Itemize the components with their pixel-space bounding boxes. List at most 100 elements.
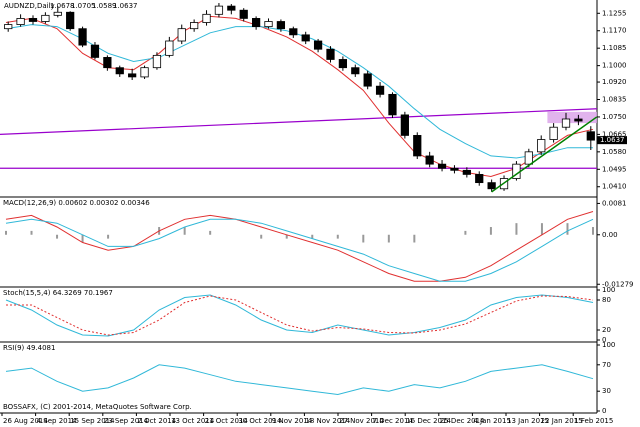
candle-body xyxy=(115,67,124,75)
panel-label: Stoch(15,5,4) 64.3269 70.1967 xyxy=(3,289,113,297)
candle-body xyxy=(128,73,137,78)
candle-body xyxy=(437,163,447,169)
candle-body xyxy=(338,59,348,69)
candle-body xyxy=(78,28,87,46)
y-tick-label: 1.0580 xyxy=(602,148,627,156)
candle-body xyxy=(264,21,273,28)
header-value: 1.0705 xyxy=(71,2,96,10)
candle-body xyxy=(140,67,149,78)
candle-body xyxy=(28,18,38,22)
candle-body xyxy=(227,5,236,11)
panel-label: RSI(9) 49.4081 xyxy=(3,344,55,352)
y-tick-label: 1.1085 xyxy=(602,44,627,52)
candle-body xyxy=(388,93,397,116)
x-tick-label: 18 Nov 2014 xyxy=(305,417,350,425)
y-tick-label: 80 xyxy=(602,296,611,304)
candle-body xyxy=(103,57,112,69)
y-tick-label: 1.0835 xyxy=(602,96,627,104)
header-value: 1.0678 xyxy=(50,2,75,10)
y-tick-label: 1.0920 xyxy=(602,78,627,86)
y-tick-label: 1.0665 xyxy=(602,130,627,138)
y-tick-label: 20 xyxy=(602,326,611,334)
candle-body xyxy=(66,11,75,30)
stoch-main xyxy=(5,294,594,337)
y-tick-label: 0 xyxy=(602,407,606,415)
stoch-signal xyxy=(6,295,594,336)
y-tick-label: 0.00 xyxy=(602,231,618,239)
x-tick-label: 2 Oct 2014 xyxy=(137,417,176,425)
y-tick-label: 1.0750 xyxy=(602,113,627,121)
chart-title: AUDNZD,Daily xyxy=(4,2,55,10)
candle-body xyxy=(400,114,409,136)
y-tick-label: 1.1255 xyxy=(602,9,627,17)
y-tick-label: 0.0081 xyxy=(602,199,627,207)
candle-body xyxy=(251,18,261,28)
x-tick-label: 27 Nov 2014 xyxy=(339,417,384,425)
price-label: 1.0637 xyxy=(600,136,625,144)
candle-body xyxy=(425,155,434,165)
x-tick-label: 4 Sep 2014 xyxy=(37,417,77,425)
candle-body xyxy=(487,182,496,190)
y-tick-label: 100 xyxy=(602,286,615,294)
macd-signal xyxy=(5,218,594,282)
price-box xyxy=(597,136,627,145)
x-tick-label: 15 Sep 2014 xyxy=(70,417,115,425)
x-tick-label: 1 Feb 2015 xyxy=(574,417,613,425)
trend-line xyxy=(491,116,598,193)
panel-label: MACD(12,26,9) 0.00602 0.00302 0.00346 xyxy=(3,199,150,207)
candle-body xyxy=(574,118,583,122)
macd-main xyxy=(5,211,594,282)
x-tick-label: 23 Sep 2014 xyxy=(104,417,149,425)
candle-body xyxy=(90,44,100,58)
rsi-line xyxy=(5,364,594,396)
x-tick-label: 13 Jan 2015 xyxy=(507,417,549,425)
y-tick-label: 30 xyxy=(602,387,611,395)
candle-body xyxy=(524,151,533,165)
candle-body xyxy=(177,28,186,42)
candle-body xyxy=(301,34,310,42)
candle-body xyxy=(351,67,360,75)
y-tick-label: 1.0495 xyxy=(602,165,627,173)
x-tick-label: 26 Aug 2014 xyxy=(3,417,48,425)
candle-body xyxy=(413,135,422,157)
x-tick-label: 9 Nov 2014 xyxy=(272,417,313,425)
candle-body xyxy=(239,9,248,19)
x-tick-label: 30 Oct 2014 xyxy=(238,417,282,425)
candle-body xyxy=(375,85,385,95)
candle-body xyxy=(586,131,595,141)
candle-body xyxy=(450,167,459,171)
candle-body xyxy=(475,174,484,184)
footer: BOSSAFX, (C) 2001-2014, MetaQuotes Softw… xyxy=(3,403,192,411)
candle-body xyxy=(326,48,335,60)
x-tick-label: 25 Dec 2014 xyxy=(440,417,485,425)
candle-body xyxy=(53,11,62,16)
x-tick-label: 13 Oct 2014 xyxy=(171,417,215,425)
candle-body xyxy=(363,73,372,87)
candle-body xyxy=(165,40,174,56)
candle-body xyxy=(276,21,286,30)
y-tick-label: 100 xyxy=(602,341,615,349)
candle-body xyxy=(537,139,546,153)
x-tick-label: 16 Dec 2014 xyxy=(406,417,451,425)
candle-body xyxy=(561,118,571,128)
y-tick-label: 1.1000 xyxy=(602,62,627,70)
y-tick-label: 70 xyxy=(602,361,611,369)
x-tick-label: 21 Oct 2014 xyxy=(205,417,249,425)
candle-body xyxy=(462,169,471,175)
candle-body xyxy=(289,28,298,36)
x-tick-label: 22 Jan 2015 xyxy=(541,417,583,425)
x-tick-label: 7 Dec 2014 xyxy=(373,417,414,425)
candle-body xyxy=(190,22,199,30)
zone xyxy=(547,111,597,124)
candle-body xyxy=(4,24,13,30)
x-tick-label: 4 Jan 2015 xyxy=(473,417,511,425)
y-tick-label: 1.0410 xyxy=(602,183,627,191)
candle-body xyxy=(202,13,211,23)
y-tick-label: -0.01279 xyxy=(602,280,633,288)
candle-body xyxy=(41,14,50,22)
candle-body xyxy=(549,126,558,140)
y-tick-label: 1.1170 xyxy=(602,27,627,35)
moving-average xyxy=(5,24,593,159)
